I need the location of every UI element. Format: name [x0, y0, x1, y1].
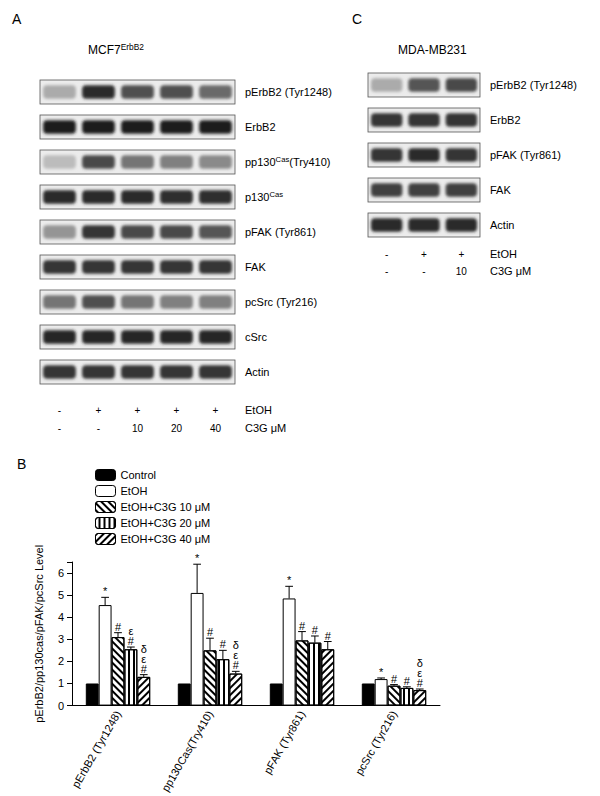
svg-text:10: 10: [132, 423, 144, 434]
svg-text:EtOH+C3G 20 μM: EtOH+C3G 20 μM: [121, 517, 211, 529]
svg-text:C3G μM: C3G μM: [245, 422, 286, 434]
svg-text:4: 4: [58, 611, 64, 623]
svg-text:#: #: [128, 635, 135, 647]
svg-text:+: +: [96, 405, 102, 416]
svg-text:#: #: [299, 620, 306, 632]
svg-text:EtOH: EtOH: [245, 404, 272, 416]
svg-text:*: *: [379, 666, 384, 678]
svg-text:ε: ε: [128, 625, 134, 637]
svg-text:EtOH+C3G 10 μM: EtOH+C3G 10 μM: [121, 501, 211, 513]
svg-text:-: -: [97, 423, 100, 434]
svg-text:EtOH: EtOH: [121, 485, 148, 497]
svg-text:pErbB2 (Tyr1248): pErbB2 (Tyr1248): [490, 79, 577, 91]
svg-text:1: 1: [58, 677, 64, 689]
svg-text:#: #: [220, 638, 227, 650]
svg-text:+: +: [421, 249, 427, 260]
svg-text:cSrc: cSrc: [245, 331, 268, 343]
svg-text:C3G μM: C3G μM: [490, 265, 531, 277]
svg-text:pErbB2 (Tyr1248): pErbB2 (Tyr1248): [69, 709, 123, 790]
svg-text:*: *: [287, 574, 292, 586]
svg-text:#: #: [115, 621, 122, 633]
svg-text:pcSrc (Tyr216): pcSrc (Tyr216): [245, 296, 317, 308]
svg-text:5: 5: [58, 589, 64, 601]
svg-text:Control: Control: [121, 469, 156, 481]
svg-text:ErbB2: ErbB2: [245, 121, 276, 133]
svg-text:#: #: [207, 626, 214, 638]
svg-text:ErbB2: ErbB2: [490, 114, 521, 126]
svg-text:20: 20: [171, 423, 183, 434]
svg-text:A: A: [12, 11, 22, 27]
svg-text:#: #: [312, 624, 319, 636]
svg-text:δ: δ: [416, 657, 423, 669]
svg-text:#: #: [325, 630, 332, 642]
svg-text:EtOH: EtOH: [490, 248, 517, 260]
svg-text:#: #: [233, 659, 240, 671]
svg-text:ε: ε: [141, 652, 147, 665]
svg-text:pFAK (Tyr861): pFAK (Tyr861): [245, 226, 316, 238]
svg-text:p130Cas: p130Cas: [245, 190, 283, 203]
svg-text:*: *: [103, 585, 108, 597]
svg-text:3: 3: [58, 633, 64, 645]
svg-text:FAK: FAK: [490, 184, 511, 196]
svg-text:-: -: [385, 266, 388, 277]
svg-text:#: #: [404, 675, 411, 687]
svg-text:ε: ε: [417, 667, 423, 679]
svg-text:+: +: [174, 405, 180, 416]
svg-text:0: 0: [58, 700, 64, 712]
svg-text:-: -: [58, 423, 61, 434]
svg-text:ε: ε: [233, 649, 239, 662]
svg-text:-: -: [58, 405, 61, 416]
svg-text:C: C: [352, 11, 362, 27]
svg-text:Actin: Actin: [245, 366, 269, 378]
svg-text:pErbB2/pp130cas/pFAK/pcSrc Lev: pErbB2/pp130cas/pFAK/pcSrc Level: [33, 545, 45, 723]
svg-text:δ: δ: [232, 639, 239, 652]
svg-text:pp130Cas(Try410): pp130Cas(Try410): [159, 709, 215, 794]
svg-text:MDA-MB231: MDA-MB231: [398, 43, 467, 57]
svg-text:-: -: [385, 249, 388, 260]
svg-text:pErbB2 (Tyr1248): pErbB2 (Tyr1248): [245, 86, 332, 98]
svg-text:6: 6: [58, 567, 64, 579]
svg-text:B: B: [17, 456, 26, 472]
svg-text:pcSrc (Tyr216): pcSrc (Tyr216): [353, 709, 399, 777]
svg-text:δ: δ: [140, 642, 147, 655]
svg-text:#: #: [391, 673, 398, 685]
svg-text:10: 10: [456, 266, 468, 277]
svg-text:+: +: [458, 249, 464, 260]
svg-text:FAK: FAK: [245, 261, 266, 273]
svg-text:#: #: [141, 663, 148, 675]
svg-text:EtOH+C3G 40 μM: EtOH+C3G 40 μM: [121, 533, 211, 545]
svg-text:#: #: [417, 677, 424, 689]
svg-text:pp130Cas(Try410): pp130Cas(Try410): [245, 155, 330, 168]
svg-text:2: 2: [58, 655, 64, 667]
svg-text:-: -: [422, 266, 425, 277]
svg-text:Actin: Actin: [490, 219, 514, 231]
svg-text:+: +: [213, 405, 219, 416]
svg-text:40: 40: [210, 423, 222, 434]
svg-text:MCF7ErbB2: MCF7ErbB2: [88, 42, 144, 57]
svg-text:pFAK (Tyr861): pFAK (Tyr861): [261, 709, 307, 776]
svg-text:pFAK (Tyr861): pFAK (Tyr861): [490, 149, 561, 161]
svg-text:+: +: [135, 405, 141, 416]
svg-text:*: *: [195, 552, 200, 564]
